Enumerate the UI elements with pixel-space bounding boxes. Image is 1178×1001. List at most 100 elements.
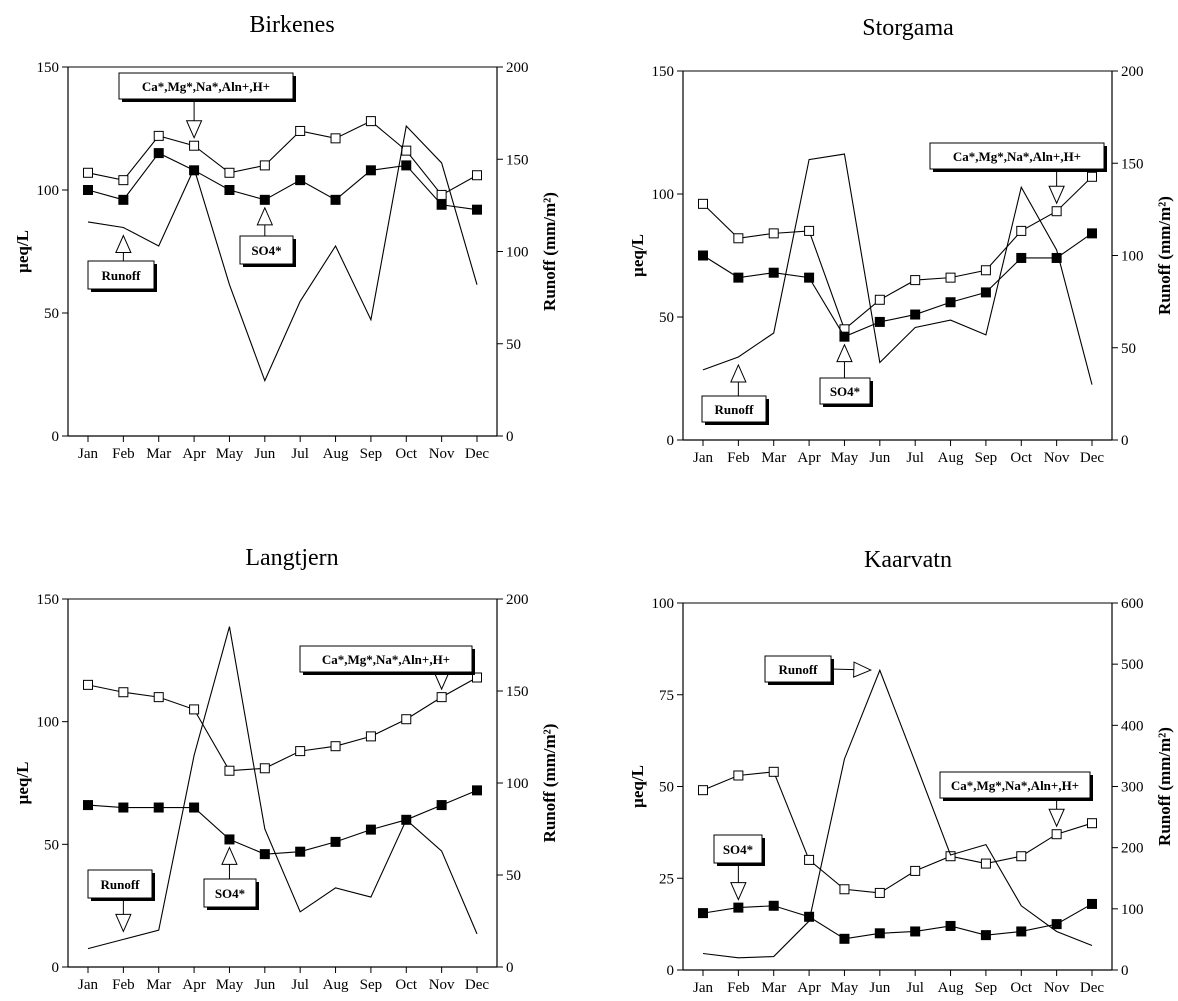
so4-data-point (1051, 252, 1062, 263)
left-y-tick-label: 150 (652, 64, 675, 80)
right-y-tick-label: 600 (1121, 596, 1144, 612)
series-line (87, 626, 478, 950)
callout-box (239, 235, 294, 265)
cation-sum-data-point (118, 687, 129, 698)
so4-data-point (945, 920, 956, 931)
cation-sum-data-point (472, 672, 482, 683)
x-tick-label: Jan (693, 450, 713, 466)
x-tick-label: Aug (938, 450, 964, 466)
cation-sum-data-point (1087, 818, 1097, 829)
right-y-tick-label: 500 (1121, 657, 1144, 673)
x-tick-label: Nov (429, 977, 455, 993)
so4-data-point (1051, 919, 1062, 930)
cation-sum-data-point (259, 763, 270, 774)
callout-label: SO4* (215, 886, 245, 901)
x-tick-label: Feb (112, 446, 135, 462)
cation-sum-data-point (804, 225, 815, 236)
x-tick-label: Oct (1010, 980, 1032, 996)
callout-label: SO4* (723, 842, 753, 857)
left-y-tick-label: 50 (44, 306, 59, 322)
so4-data-point (330, 836, 341, 847)
x-tick-label: Nov (1044, 450, 1070, 466)
chart-title: Kaarvatn (864, 547, 952, 573)
callout-box (203, 878, 257, 908)
right-y-tick-label: 0 (506, 429, 514, 445)
so4-data-point (698, 250, 708, 261)
x-tick-label: Mar (146, 977, 171, 993)
right-y-axis-label: Runoff (mm/m²) (540, 724, 559, 843)
left-y-tick-label: 50 (44, 837, 59, 853)
x-tick-label: Jan (78, 977, 98, 993)
x-tick-label: Nov (429, 446, 455, 462)
left-y-tick-label: 150 (37, 592, 60, 608)
x-tick-label: Apr (797, 980, 820, 996)
cation-sum-data-point (118, 175, 129, 186)
cation-sum-data-point (259, 160, 270, 171)
x-tick-label: Jun (254, 446, 275, 462)
right-y-tick-label: 150 (506, 152, 529, 168)
cation-sum-data-point (189, 704, 200, 715)
so4-data-point (295, 846, 306, 857)
cation-sum-data-point (83, 167, 93, 178)
callout-arrow-head (1048, 808, 1065, 828)
series-line (87, 152, 478, 211)
so4-data-point (83, 185, 93, 195)
left-y-tick-label: 75 (659, 688, 674, 704)
right-y-axis-label: Runoff (mm/m²) (1155, 727, 1174, 846)
series-line (702, 668, 1093, 959)
x-tick-label: Oct (395, 977, 417, 993)
chart-title: Langtjern (245, 545, 338, 571)
x-tick-label: Jun (254, 977, 275, 993)
right-y-axis-label: Runoff (mm/m²) (540, 192, 559, 311)
so4-data-point (295, 175, 306, 186)
cation-sum-data-point (83, 679, 93, 690)
so4-data-point (83, 800, 93, 811)
x-tick-label: Sep (360, 977, 383, 993)
left-y-axis-label: µeq/L (628, 234, 647, 277)
cation-sum-data-point (295, 125, 306, 136)
x-tick-label: Feb (727, 980, 750, 996)
right-y-tick-label: 50 (506, 337, 521, 353)
series-line (702, 232, 1093, 338)
so4-data-point (153, 802, 164, 813)
x-tick-label: Jan (693, 980, 713, 996)
chart-panel-langtjern: Langtjern 0 50 100 150 0 50 100 150 200 Jan Feb Mar A… (13, 545, 559, 993)
cation-sum-data-point (1051, 829, 1062, 840)
callout-label: Runoff (101, 268, 141, 283)
x-tick-label: Dec (465, 977, 489, 993)
callout-box (713, 834, 763, 864)
left-y-axis-label: µeq/L (13, 230, 32, 273)
cation-sum-data-point (365, 116, 376, 127)
x-tick-label: Sep (360, 446, 383, 462)
so4-data-point (365, 824, 376, 835)
x-tick-label: Oct (395, 446, 417, 462)
x-tick-label: May (216, 446, 244, 462)
cation-sum-data-point (698, 785, 708, 796)
left-y-tick-label: 0 (52, 960, 60, 976)
x-tick-label: Jun (869, 450, 890, 466)
so4-data-point (401, 160, 412, 171)
callout-arrow-head (115, 913, 132, 933)
so4-data-point (804, 272, 815, 283)
cation-sum-data-point (295, 746, 306, 757)
so4-data-point (1016, 252, 1027, 263)
callout-label: Ca*,Mg*,Na*,Aln+,H+ (953, 149, 1081, 164)
right-y-tick-label: 50 (506, 868, 521, 884)
callout-label: Runoff (100, 877, 140, 892)
so4-data-point (118, 194, 129, 205)
x-tick-label: Feb (727, 450, 750, 466)
x-tick-label: Jul (291, 977, 309, 993)
cation-sum-data-point (365, 731, 376, 742)
cation-sum-data-point (330, 741, 341, 752)
cation-sum-data-point (910, 865, 921, 876)
right-y-tick-label: 0 (1121, 433, 1129, 449)
x-tick-label: Jan (78, 446, 98, 462)
callout-label: SO4* (251, 243, 281, 258)
chart-title: Storgama (862, 15, 954, 41)
so4-data-point (945, 297, 956, 308)
chart-panel-storgama: Storgama 0 50 100 150 0 50 100 150 200 Jan Feb Mar Ap… (628, 15, 1174, 466)
chart-title: Birkenes (249, 12, 334, 38)
series-line (702, 176, 1093, 331)
so4-data-point (224, 185, 235, 195)
